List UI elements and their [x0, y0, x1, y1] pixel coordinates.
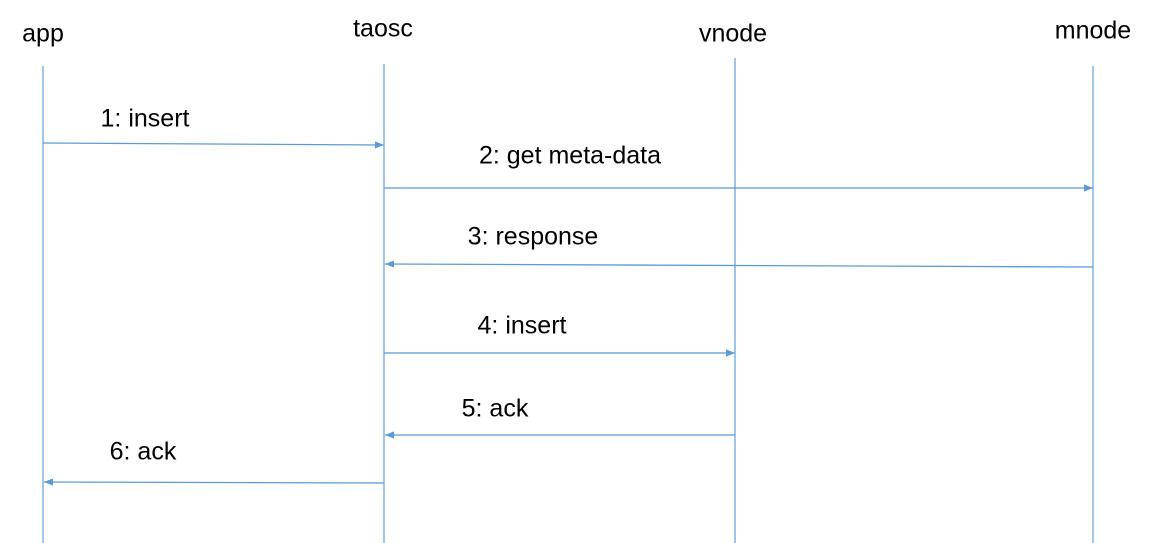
- message-arrow: [43, 478, 385, 486]
- message-label: 6: ack: [110, 438, 177, 466]
- message-arrow: [42, 141, 385, 149]
- message-label: 1: insert: [101, 105, 190, 133]
- message-label: 4: insert: [478, 312, 567, 340]
- message-label: 3: response: [468, 223, 599, 251]
- participant-label: vnode: [699, 20, 767, 48]
- message-label: 2: get meta-data: [479, 142, 661, 170]
- message-arrow: [384, 260, 1094, 268]
- participant-label: mnode: [1055, 17, 1131, 45]
- participant-label: app: [22, 20, 64, 48]
- message-label: 5: ack: [462, 395, 529, 423]
- participant-label: taosc: [353, 15, 413, 43]
